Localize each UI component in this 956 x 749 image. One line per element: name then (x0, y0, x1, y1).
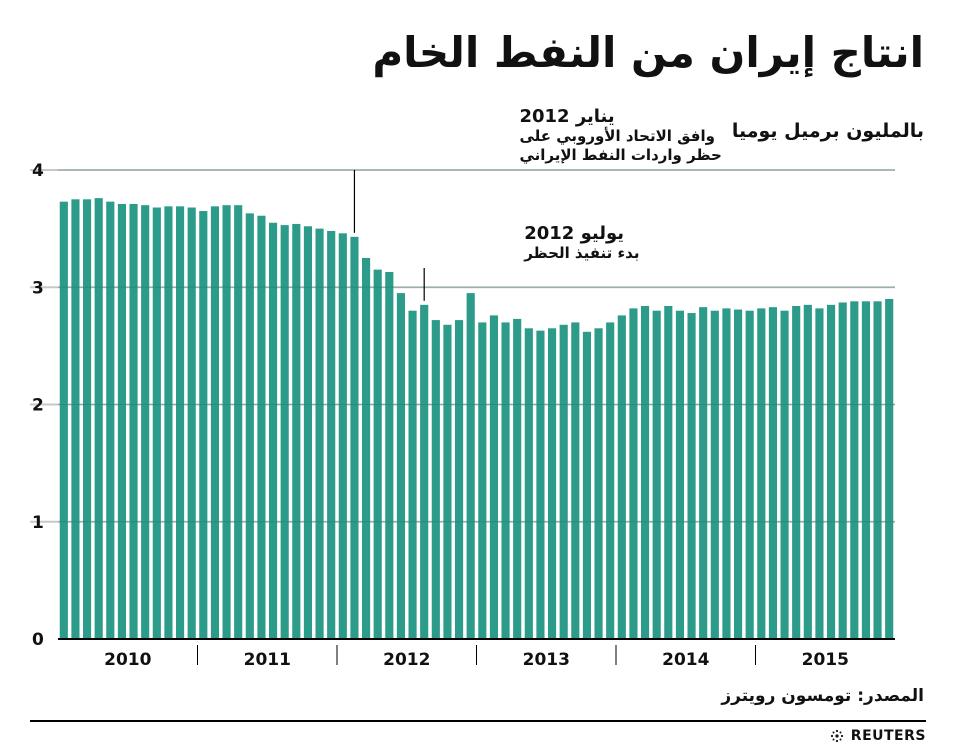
bar (222, 205, 231, 640)
bar (315, 228, 324, 640)
bar (873, 301, 882, 639)
y-tick-label: 0 (32, 630, 44, 650)
bar (350, 236, 359, 639)
x-tick-label: 2014 (662, 650, 709, 670)
bar (722, 308, 731, 639)
bar (280, 225, 289, 640)
annotation-date: يوليو 2012 (524, 223, 624, 244)
bar (396, 293, 406, 639)
bar (117, 204, 127, 639)
bar (757, 308, 766, 639)
bar (187, 207, 196, 639)
y-tick-label: 3 (32, 278, 44, 298)
bar (466, 293, 475, 639)
bar (768, 307, 778, 639)
bar (815, 308, 824, 639)
y-tick-label: 2 (32, 396, 44, 416)
bar (489, 315, 499, 639)
bar (129, 204, 138, 639)
bar (524, 328, 533, 639)
bar (629, 308, 638, 639)
bar (478, 322, 487, 639)
bar (408, 310, 417, 639)
bar (431, 320, 440, 639)
axes: 0 1 2 3 4 2010 2011 2012 2013 2014 2015 (32, 161, 895, 670)
bar (559, 324, 568, 639)
bar (385, 272, 394, 639)
y-tick-label: 4 (32, 161, 44, 181)
bar (292, 223, 301, 639)
bar (141, 205, 150, 640)
bar (687, 313, 696, 639)
footer-divider (30, 720, 926, 722)
annotation-text: حظر واردات النفط الإيراني (519, 146, 721, 164)
y-tick-label: 1 (32, 513, 44, 533)
bar-chart: 0 1 2 3 4 2010 2011 2012 2013 2014 2015 يناير 2012… (30, 106, 895, 670)
bar (838, 302, 847, 639)
x-tick-label: 2012 (383, 650, 430, 670)
bar (175, 206, 185, 639)
chart-title: انتاج إيران من النفط الخام (372, 28, 924, 77)
bar (501, 322, 510, 639)
bar (210, 206, 220, 639)
bar (443, 324, 452, 639)
bar (594, 328, 603, 639)
annotation-text: وافق الاتحاد الأوروبي على (519, 127, 715, 145)
x-tick-label: 2013 (523, 650, 570, 670)
bar (71, 199, 80, 639)
brand-logo: REUTERS (829, 728, 926, 744)
bar (303, 226, 313, 639)
bar (94, 198, 103, 639)
bar (547, 328, 557, 639)
bars (58, 169, 895, 640)
bar (745, 310, 754, 639)
bar (826, 304, 836, 639)
bar (664, 306, 673, 639)
bar (699, 307, 708, 639)
bar (454, 320, 464, 639)
x-tick-label: 2011 (244, 650, 291, 670)
bar (803, 304, 812, 639)
bar (164, 206, 173, 639)
bar (82, 199, 92, 639)
x-tick-label: 2015 (802, 650, 849, 670)
bar (733, 309, 743, 639)
bar (106, 201, 115, 639)
bar (652, 310, 661, 639)
source-note: المصدر: تومسون رويترز (721, 686, 924, 706)
bar (420, 304, 429, 639)
annotation-date: يناير 2012 (519, 106, 614, 127)
bar (861, 301, 871, 639)
bar (373, 269, 382, 639)
bar (245, 213, 254, 639)
bar (361, 257, 371, 639)
bar (792, 306, 801, 639)
bar (338, 233, 347, 639)
bar (780, 310, 789, 639)
bar (257, 215, 266, 640)
bar (710, 310, 719, 639)
x-tick-label: 2010 (104, 650, 151, 670)
bar (513, 318, 522, 639)
bar (885, 298, 894, 639)
bar (617, 315, 626, 639)
bar (234, 205, 243, 640)
bar (327, 230, 336, 639)
bar (199, 211, 208, 640)
bar (850, 301, 859, 639)
bar (582, 331, 592, 639)
reuters-logo-icon (830, 729, 843, 743)
y-axis-unit-label: بالمليون برميل يوميا (731, 120, 924, 142)
bar (268, 222, 278, 639)
bar (606, 322, 615, 639)
bar (152, 207, 161, 639)
bar (640, 306, 650, 639)
bar (675, 310, 685, 639)
brand-name: REUTERS (850, 728, 926, 744)
bar (571, 322, 580, 639)
annotation-text: بدء تنفيذ الحظر (523, 244, 639, 262)
bar (59, 201, 68, 639)
bar (536, 330, 545, 639)
